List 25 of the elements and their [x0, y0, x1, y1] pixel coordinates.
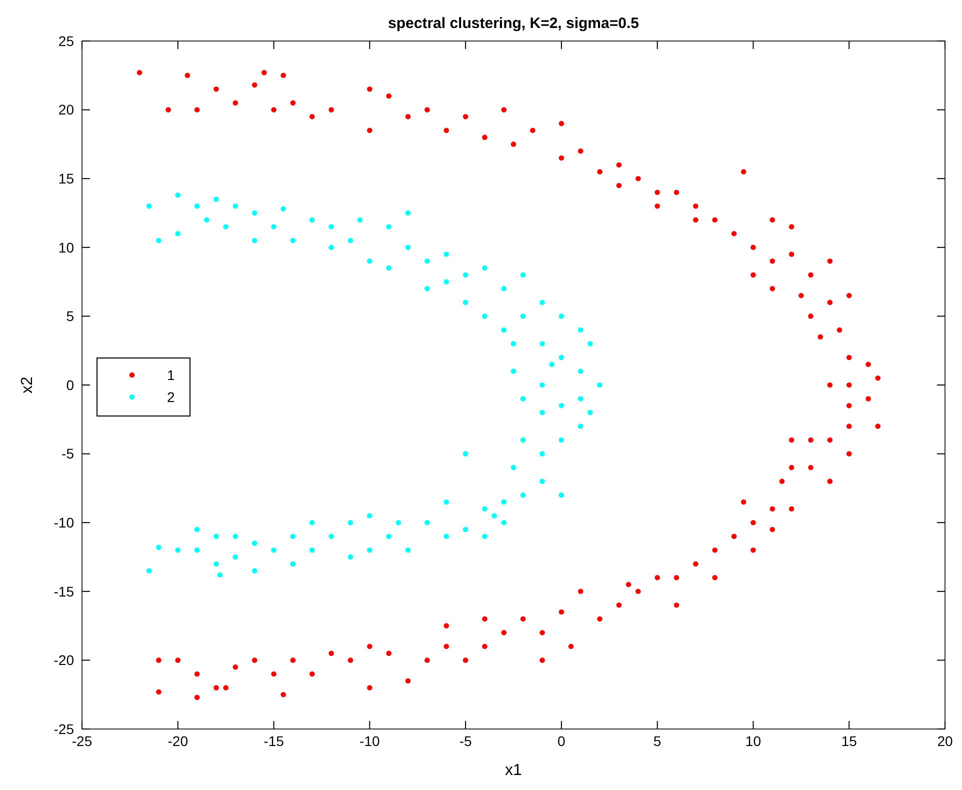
legend-label: 2 [167, 388, 175, 405]
x-tick-label: -10 [360, 733, 380, 749]
x-axis-title: x1 [505, 762, 522, 779]
y-tick-label: -25 [54, 720, 74, 737]
y-tick-label: 20 [58, 102, 74, 118]
y-tick-label: -10 [54, 514, 74, 530]
x-tick-label: 15 [841, 733, 858, 749]
y-tick-label: 0 [66, 376, 74, 393]
x-tick-label: 0 [558, 733, 566, 749]
y-tick-label: -20 [54, 652, 74, 668]
y-tick-label: 5 [66, 308, 74, 324]
legend-label: 1 [167, 366, 175, 383]
x-tick-label: 10 [745, 733, 762, 749]
x-tick-label: 5 [653, 733, 662, 749]
y-tick-label: 10 [58, 239, 74, 256]
x-tick-label: -15 [264, 733, 284, 749]
y-tick-label: 25 [58, 32, 74, 49]
x-tick-label: 20 [937, 733, 953, 749]
y-axis-title: x2 [19, 376, 36, 394]
chart-title: spectral clustering, K=2, sigma=0.5 [388, 15, 639, 32]
x-tick-label: -20 [168, 733, 188, 749]
x-tick-label: -5 [459, 733, 472, 749]
y-tick-label: 15 [58, 170, 74, 186]
y-tick-label: -5 [62, 446, 74, 462]
y-tick-label: -15 [54, 583, 74, 600]
